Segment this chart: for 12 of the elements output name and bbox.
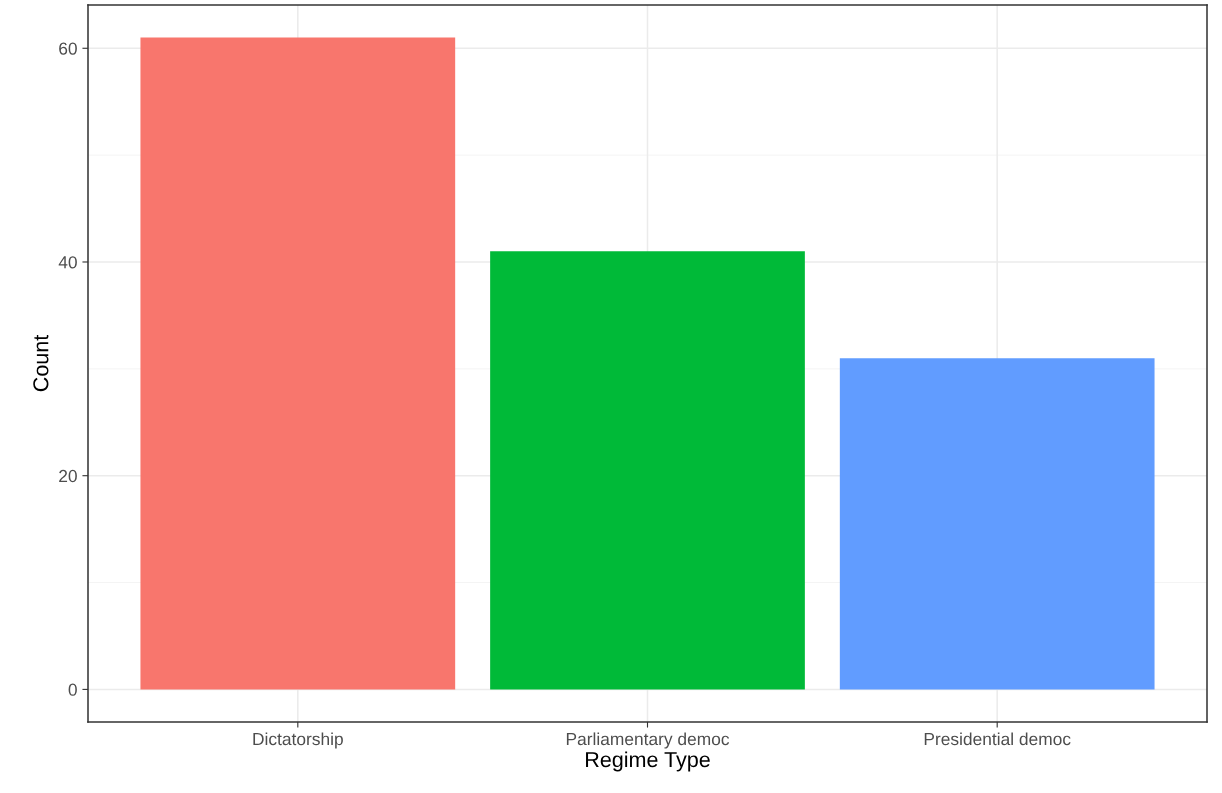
y-axis-title: Count [33, 334, 49, 392]
bar [839, 358, 1155, 690]
y-tick-label: 60 [59, 42, 77, 55]
y-tick-label: 40 [58, 256, 77, 269]
y-tick-label: 20 [59, 469, 77, 483]
x-tick-label: Parliamentary democ [566, 732, 730, 749]
x-tick-label: Dictatorship [253, 732, 343, 749]
x-axis-title: Regime Type [586, 751, 710, 772]
bar [140, 37, 456, 690]
bar [490, 251, 805, 690]
y-tick-label: 0 [68, 683, 77, 696]
x-tick-label: Presidential democ [924, 732, 1071, 746]
